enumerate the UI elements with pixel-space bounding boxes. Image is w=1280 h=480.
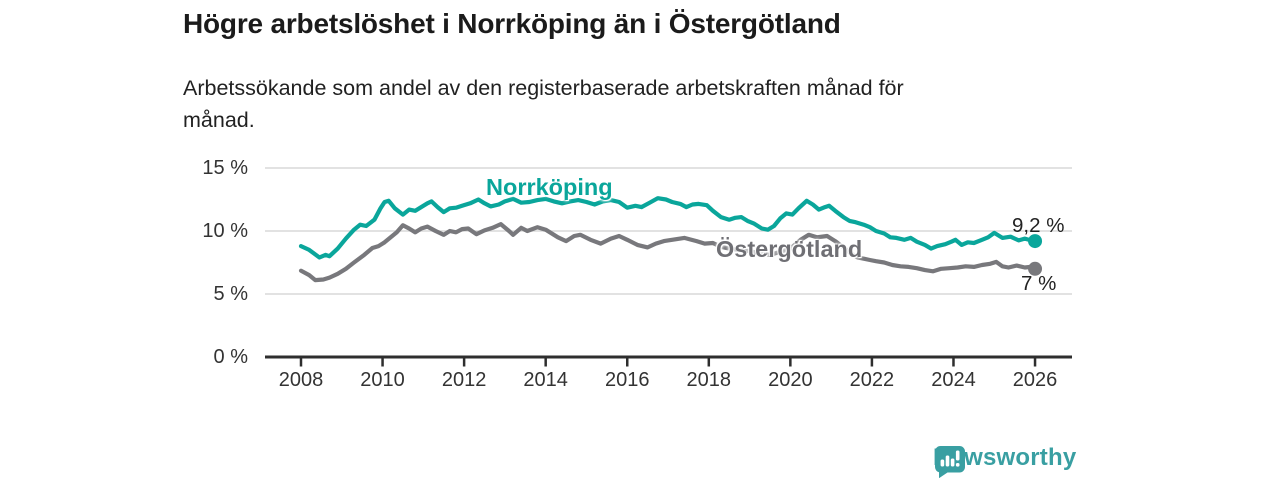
end-value-label-ostergotland: 7 % [1021,271,1057,295]
x-axis-tick-label: 2012 [441,369,487,391]
x-axis-tick-label: 2008 [278,369,324,391]
series-end-dot-ostergotland [1028,261,1043,276]
series-end-dot-norrkoping [1028,234,1043,249]
chart-title: Högre arbetslöshet i Norrköping än i Öst… [183,8,841,39]
y-axis-tick-label: 15 % [202,157,248,179]
y-axis-tick-label: 0 % [213,346,248,368]
newsworthy-logo-icon [934,446,965,478]
x-axis-tick-label: 2018 [686,369,732,391]
x-axis-tick-label: 2010 [360,369,405,391]
x-axis-tick-label: 2020 [768,369,813,391]
series-line-norrkoping [298,196,1038,260]
brand-logo: Newsworthy [933,444,1076,478]
series-label-ostergotland: Östergötland [716,236,863,262]
y-axis-tick-label: 10 % [202,220,248,242]
x-axis-tick-label: 2016 [604,369,650,391]
x-axis-tick-label: 2026 [1012,369,1058,391]
end-value-label-norrkoping: 9,2 % [1012,214,1065,238]
series-label-norrkoping: Norrköping [486,174,613,200]
y-axis-tick-label: 5 % [213,283,248,305]
series-line-ostergotland [298,222,1038,283]
x-axis-tick-label: 2014 [523,369,568,391]
x-axis-tick-label: 2022 [849,369,895,391]
x-axis-tick-label: 2024 [931,369,976,391]
chart-subtitle: Arbetssökande som andel av den registerb… [183,76,904,133]
